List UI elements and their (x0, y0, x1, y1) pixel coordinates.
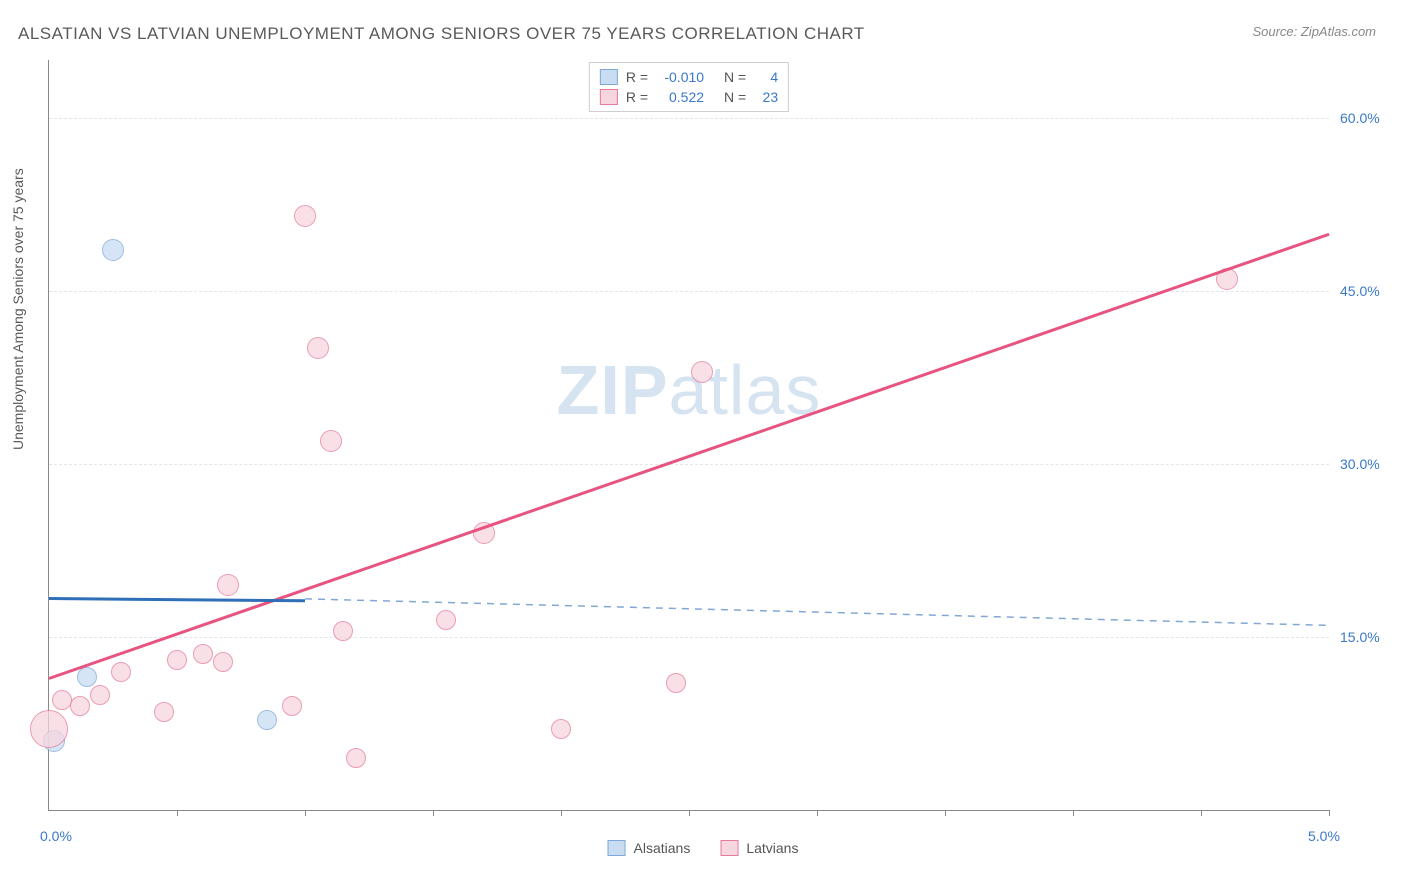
data-point-latvians (90, 685, 110, 705)
data-point-latvians (307, 337, 329, 359)
x-tick (689, 810, 690, 816)
data-point-latvians (70, 696, 90, 716)
x-tick (1201, 810, 1202, 816)
legend-row-alsatians: R = -0.010 N = 4 (600, 67, 778, 87)
data-point-alsatians (77, 667, 97, 687)
data-point-alsatians (102, 239, 124, 261)
legend-item-latvians: Latvians (720, 840, 798, 856)
legend-label: Latvians (746, 840, 798, 856)
trend-line (49, 233, 1330, 680)
y-axis-label: Unemployment Among Seniors over 75 years (10, 168, 26, 450)
gridline-h (49, 637, 1329, 638)
gridline-h (49, 118, 1329, 119)
x-tick (433, 810, 434, 816)
r-label: R = (626, 67, 648, 87)
trend-line (49, 597, 305, 602)
data-point-latvians (294, 205, 316, 227)
legend-correlation-box: R = -0.010 N = 4 R = 0.522 N = 23 (589, 62, 789, 112)
legend-item-alsatians: Alsatians (608, 840, 691, 856)
legend-bottom: Alsatians Latvians (608, 840, 799, 856)
y-tick-label: 60.0% (1340, 110, 1380, 126)
chart-title: ALSATIAN VS LATVIAN UNEMPLOYMENT AMONG S… (18, 24, 865, 44)
gridline-h (49, 291, 1329, 292)
source-attribution: Source: ZipAtlas.com (1252, 24, 1376, 39)
data-point-latvians (213, 652, 233, 672)
y-tick-label: 45.0% (1340, 283, 1380, 299)
data-point-latvians (333, 621, 353, 641)
data-point-latvians (167, 650, 187, 670)
x-tick (561, 810, 562, 816)
data-point-latvians (282, 696, 302, 716)
data-point-latvians (666, 673, 686, 693)
swatch-latvians (600, 89, 618, 105)
x-tick-label-low: 0.0% (40, 828, 72, 844)
x-tick (305, 810, 306, 816)
gridline-h (49, 464, 1329, 465)
r-label: R = (626, 87, 648, 107)
data-point-latvians (346, 748, 366, 768)
data-point-latvians (551, 719, 571, 739)
data-point-alsatians (257, 710, 277, 730)
legend-label: Alsatians (634, 840, 691, 856)
swatch-latvians (720, 840, 738, 856)
y-tick-label: 15.0% (1340, 629, 1380, 645)
data-point-latvians (436, 610, 456, 630)
r-value-latvians: 0.522 (656, 87, 704, 107)
x-tick (817, 810, 818, 816)
data-point-latvians (320, 430, 342, 452)
y-tick-label: 30.0% (1340, 456, 1380, 472)
data-point-latvians (217, 574, 239, 596)
data-point-latvians (193, 644, 213, 664)
data-point-latvians (30, 710, 68, 748)
swatch-alsatians (600, 69, 618, 85)
data-point-latvians (111, 662, 131, 682)
watermark: ZIPatlas (557, 350, 822, 430)
n-value-alsatians: 4 (754, 67, 778, 87)
x-tick (177, 810, 178, 816)
x-tick (1073, 810, 1074, 816)
data-point-latvians (691, 361, 713, 383)
data-point-latvians (154, 702, 174, 722)
x-tick (945, 810, 946, 816)
scatter-plot-area: ZIPatlas R = -0.010 N = 4 R = 0.522 N = … (48, 60, 1329, 811)
legend-row-latvians: R = 0.522 N = 23 (600, 87, 778, 107)
x-tick (1329, 810, 1330, 816)
n-value-latvians: 23 (754, 87, 778, 107)
trend-dashed-overlay (49, 60, 1329, 810)
x-tick-label-high: 5.0% (1308, 828, 1340, 844)
n-label: N = (724, 67, 746, 87)
swatch-alsatians (608, 840, 626, 856)
n-label: N = (724, 87, 746, 107)
watermark-strong: ZIP (557, 351, 669, 429)
r-value-alsatians: -0.010 (656, 67, 704, 87)
